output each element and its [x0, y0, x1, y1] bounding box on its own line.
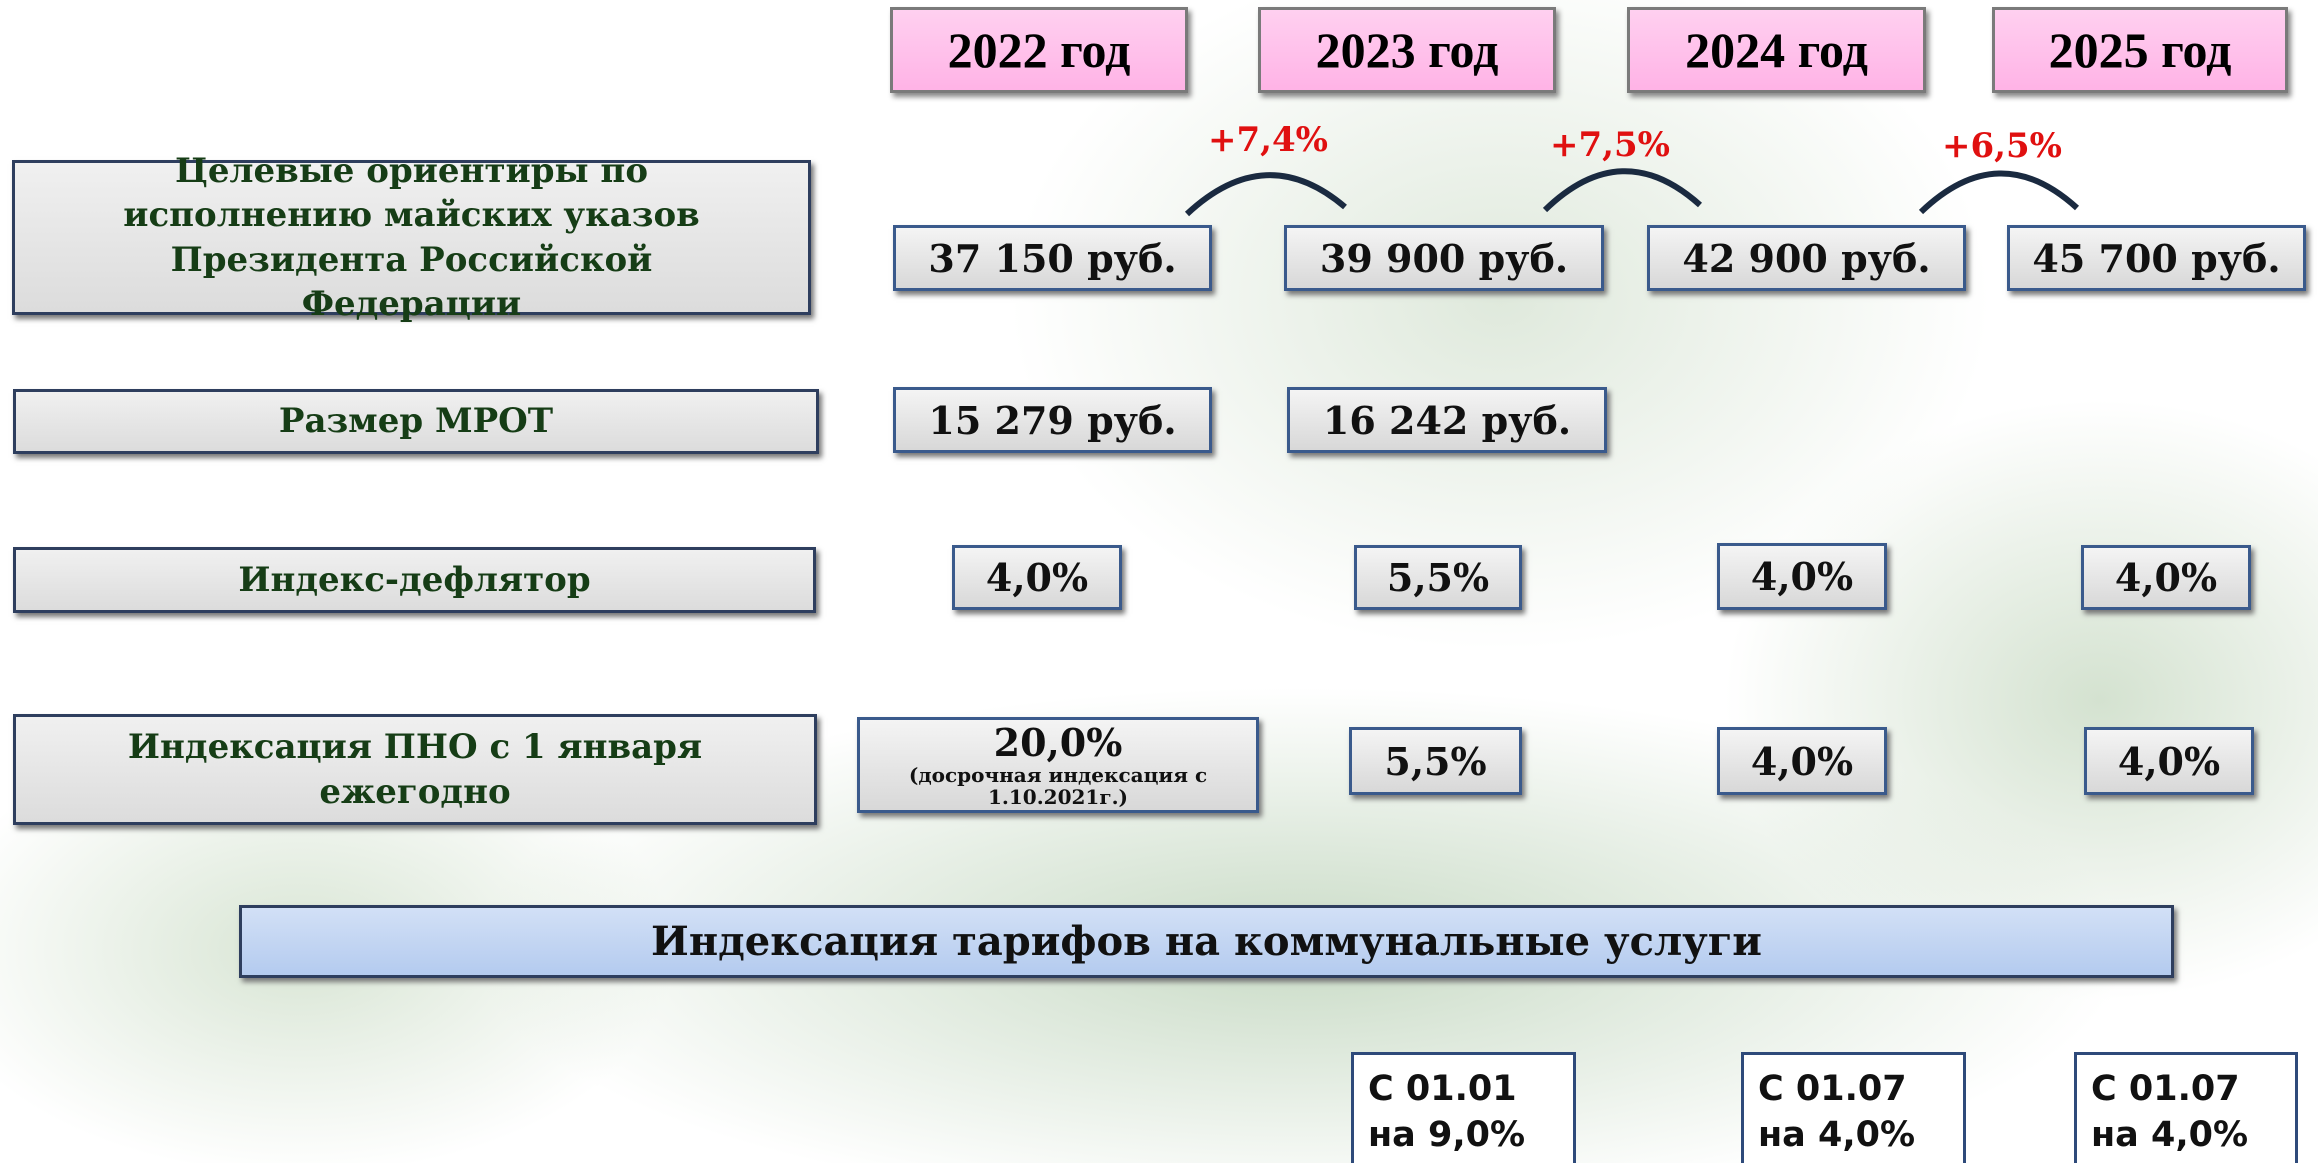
value-cell: 15 279 руб.: [893, 387, 1212, 453]
tariff-cell: С 01.01 на 9,0%: [1351, 1052, 1576, 1163]
value-cell: 5,5%: [1349, 727, 1522, 795]
value-cell: 4,0%: [2084, 727, 2254, 795]
year-header: 2024 год: [1627, 7, 1926, 93]
growth-label: +6,5%: [1942, 126, 2062, 166]
row-label: Индекс-дефлятор: [13, 547, 816, 613]
value-cell: 4,0%: [952, 545, 1122, 610]
growth-label: +7,5%: [1550, 125, 1670, 165]
year-header: 2022 год: [890, 7, 1188, 93]
arc: [1184, 172, 1347, 217]
value-cell: 4,0%: [1717, 727, 1887, 795]
tariff-cell: С 01.07 на 4,0%: [2074, 1052, 2298, 1163]
growth-label: +7,4%: [1208, 120, 1328, 160]
value-cell: 16 242 руб.: [1287, 387, 1607, 453]
year-header: 2023 год: [1258, 7, 1556, 93]
row-label: Индексация ПНО с 1 января ежегодно: [13, 714, 817, 825]
row-label: Целевые ориентиры по исполнению майских …: [12, 151, 811, 324]
value: 20,0%: [993, 720, 1123, 766]
tariff-cell: С 01.07 на 4,0%: [1741, 1052, 1966, 1163]
banner: Индексация тарифов на коммунальные услуг…: [239, 905, 2174, 978]
value-cell: 4,0%: [1717, 543, 1887, 610]
arc: [1542, 168, 1703, 213]
value-cell: 45 700 руб.: [2007, 225, 2306, 291]
value-cell: 5,5%: [1354, 545, 1522, 610]
value-cell: 39 900 руб.: [1284, 225, 1604, 291]
value-cell: 20,0% (досрочная индексация с 1.10.2021г.…: [857, 717, 1259, 813]
year-header: 2025 год: [1992, 7, 2288, 93]
value-cell: 4,0%: [2081, 545, 2251, 610]
value-cell: 37 150 руб.: [893, 225, 1212, 291]
value-cell: 42 900 руб.: [1647, 225, 1966, 291]
note: (досрочная индексация с 1.10.2021г.): [908, 762, 1208, 809]
arc: [1918, 170, 2080, 215]
row-label: Размер МРОТ: [13, 389, 819, 454]
